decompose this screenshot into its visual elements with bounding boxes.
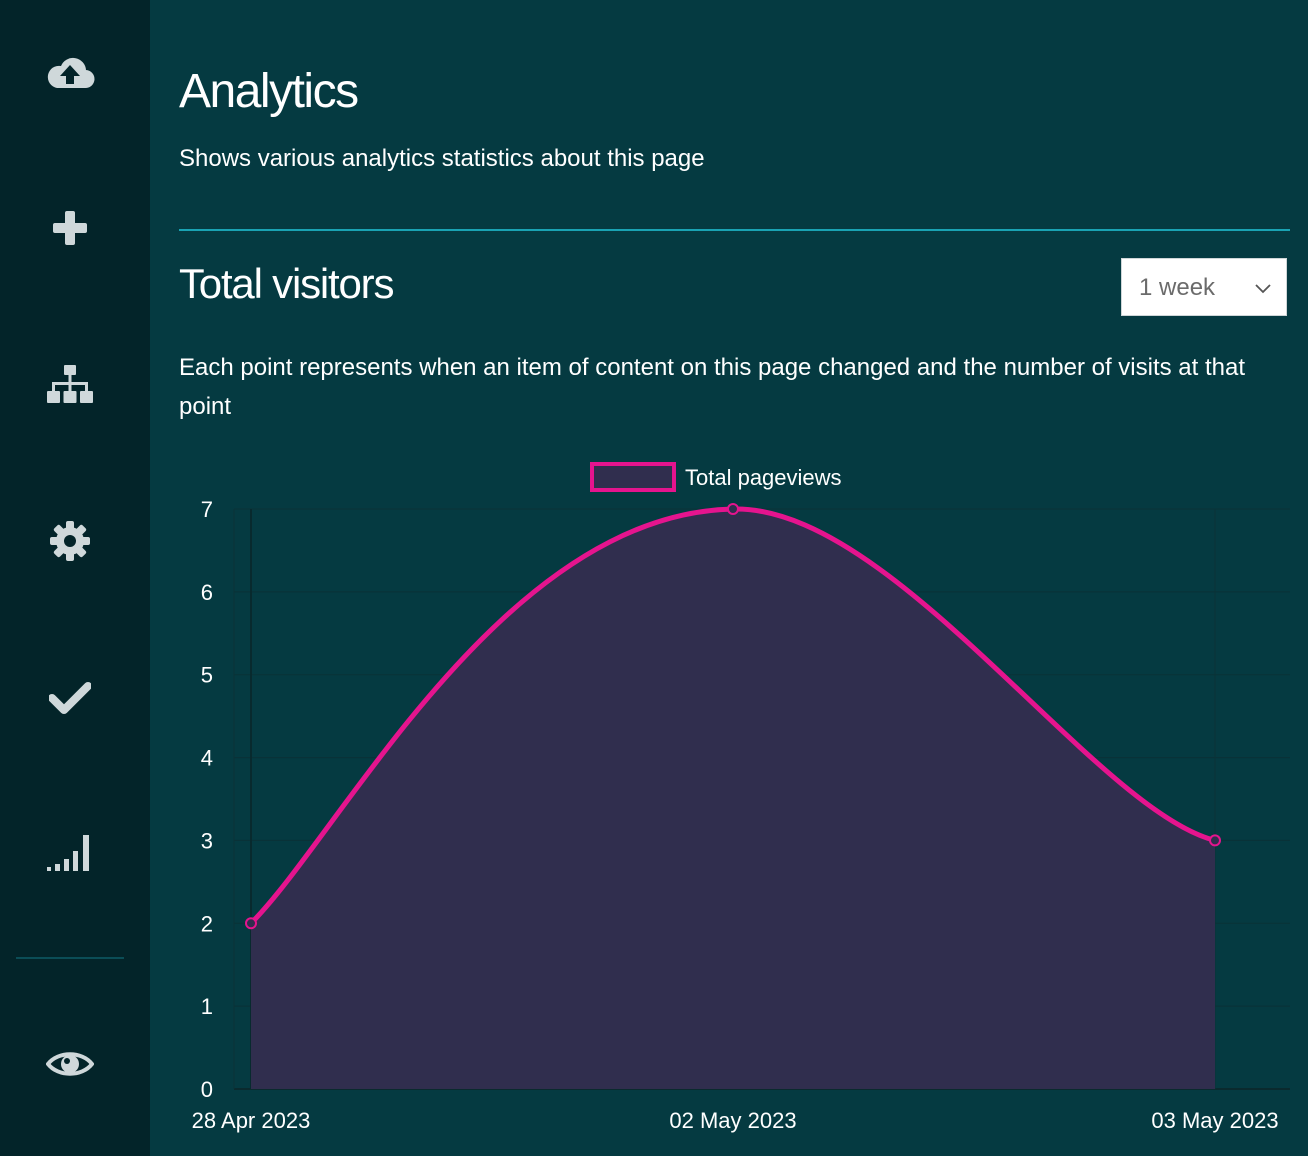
pageviews-chart: 0 1 2 3 4 5 6 7 28 Apr 2023 02 May 2023 03 May 202… bbox=[192, 462, 1290, 1133]
y-tick-label: 5 bbox=[201, 663, 213, 688]
y-tick-label: 7 bbox=[201, 497, 213, 522]
plus-icon[interactable] bbox=[0, 198, 140, 258]
data-point bbox=[1209, 834, 1221, 847]
sidebar-divider bbox=[16, 957, 124, 959]
chart-description: Each point represents when an item of co… bbox=[179, 354, 1246, 420]
y-tick-label: 1 bbox=[201, 994, 213, 1019]
y-tick-label: 2 bbox=[201, 911, 213, 936]
page-subtitle: Shows various analytics statistics about… bbox=[179, 145, 705, 172]
gear-icon[interactable] bbox=[0, 511, 140, 571]
page-title: Analytics bbox=[179, 65, 359, 118]
eye-icon[interactable] bbox=[0, 1034, 140, 1094]
range-select[interactable]: 1 week bbox=[1121, 258, 1287, 316]
check-icon[interactable] bbox=[0, 667, 140, 727]
legend-label: Total pageviews bbox=[685, 465, 842, 490]
x-tick-label: 28 Apr 2023 bbox=[192, 1108, 311, 1133]
y-tick-label: 3 bbox=[201, 828, 213, 853]
x-tick-label: 03 May 2023 bbox=[1151, 1108, 1278, 1133]
sidebar bbox=[0, 0, 150, 1156]
data-point bbox=[727, 503, 739, 515]
main-content: Analytics Shows various analytics statis… bbox=[150, 0, 1308, 1156]
signal-bars-icon[interactable] bbox=[0, 823, 140, 883]
chevron-down-icon bbox=[1254, 281, 1272, 299]
section-title: Total visitors bbox=[179, 260, 394, 307]
data-point bbox=[245, 917, 257, 930]
y-tick-label: 4 bbox=[201, 746, 213, 771]
cloud-upload-icon[interactable] bbox=[0, 42, 140, 102]
x-tick-label: 02 May 2023 bbox=[669, 1108, 796, 1133]
y-tick-label: 0 bbox=[201, 1077, 213, 1102]
header-divider bbox=[179, 229, 1290, 231]
series-area bbox=[251, 508, 1215, 1089]
legend-swatch bbox=[590, 462, 676, 492]
sitemap-icon[interactable] bbox=[0, 355, 140, 415]
y-tick-label: 6 bbox=[201, 580, 213, 605]
range-select-value: 1 week bbox=[1139, 274, 1216, 301]
